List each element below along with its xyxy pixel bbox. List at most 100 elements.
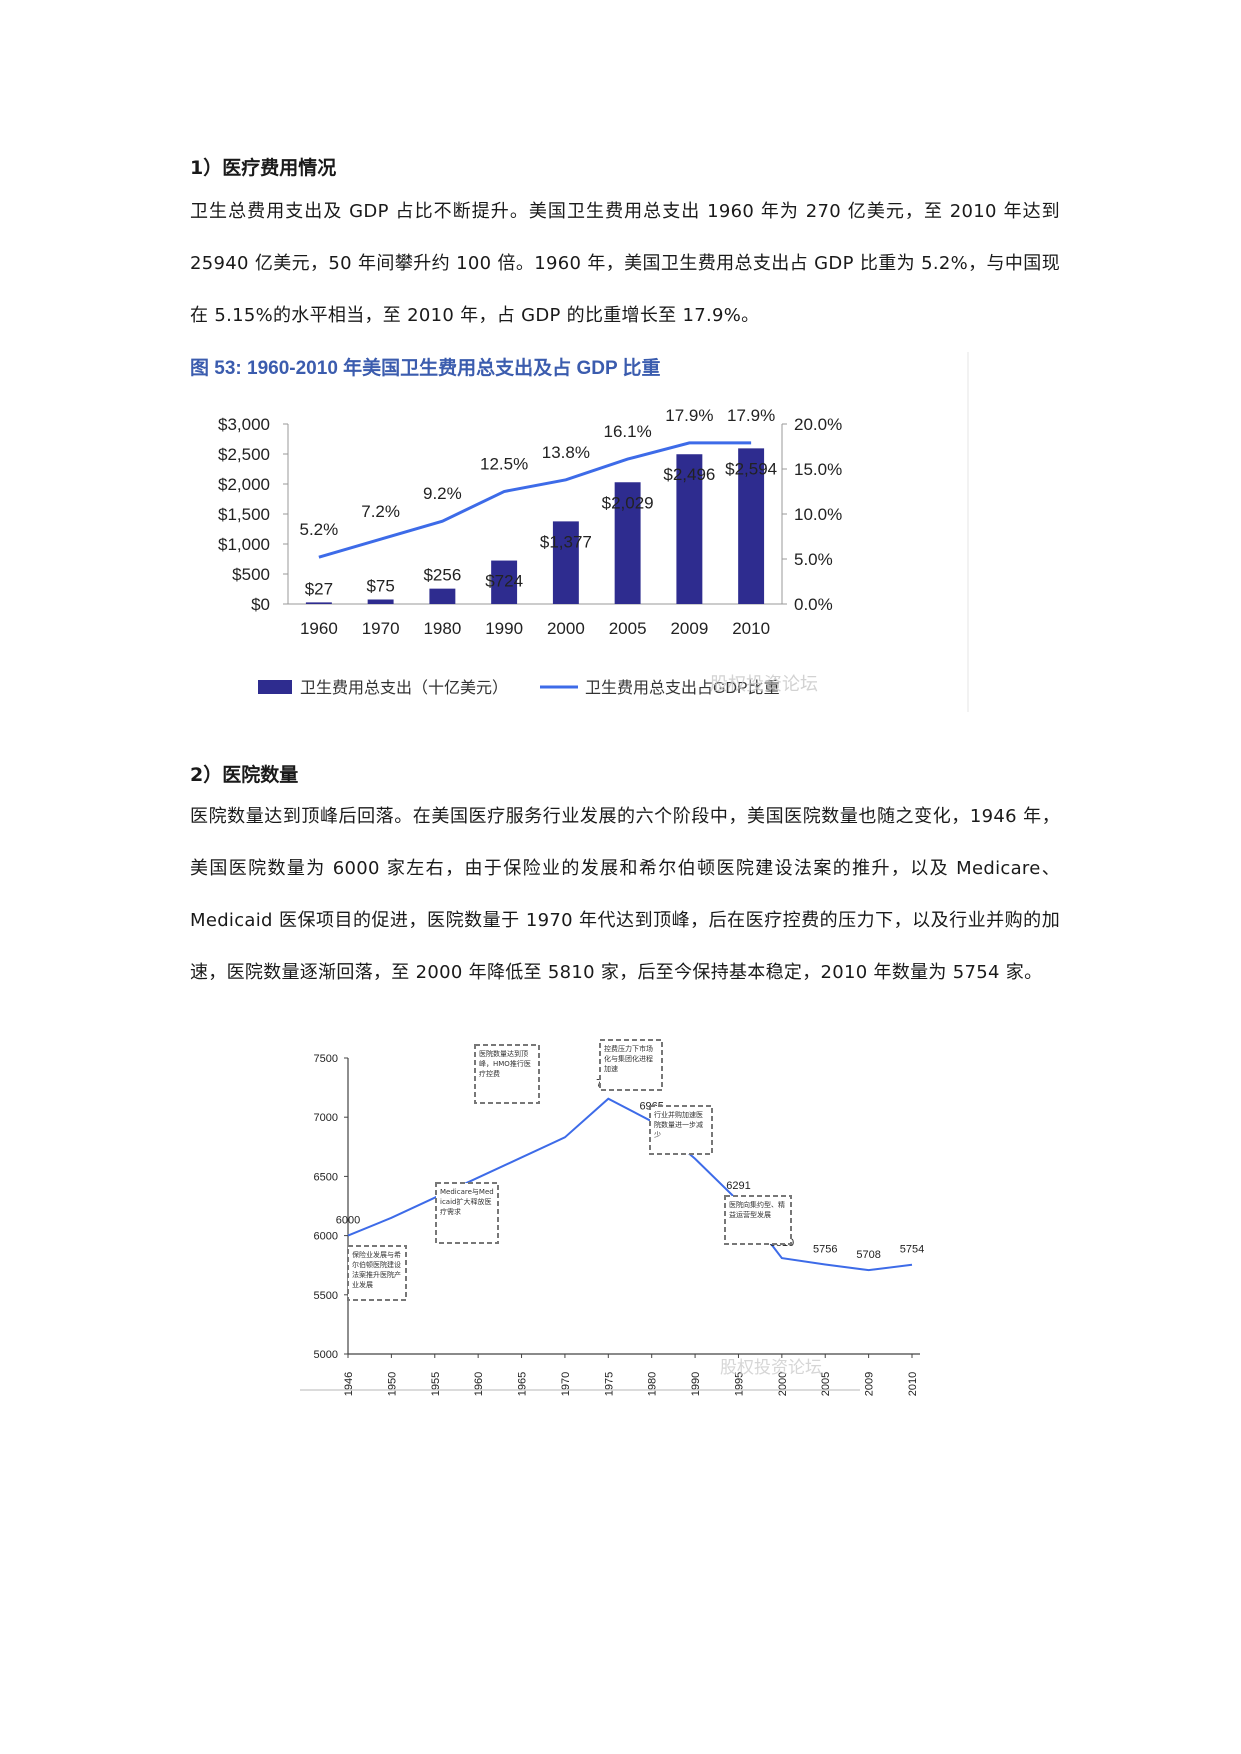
annotation-text: 控费压力下市场化与集团化进程加速 (604, 1045, 653, 1073)
y-left-tick-label: $1,500 (218, 505, 270, 524)
y-left-tick-label: $2,500 (218, 445, 270, 464)
bar (491, 560, 518, 604)
annotation-text: 保险业发展与希尔伯顿医院建设法案推升医院产业发展 (352, 1251, 401, 1289)
bar-value-label: $2,029 (602, 493, 654, 512)
watermark: 股权投资论坛 (710, 674, 818, 694)
line-value-label: 17.9% (665, 406, 713, 425)
y-right-tick-label: 5.0% (794, 550, 833, 569)
bar-value-label: $1,377 (540, 532, 592, 551)
bar (429, 588, 456, 604)
watermark: 股权投资论坛 (720, 1358, 822, 1377)
bar (738, 448, 765, 604)
x-tick-label: 1946 (343, 1372, 355, 1396)
bar (676, 454, 703, 604)
annotation-text-container: Medicare与Medicaid扩大释放医疗需求 (440, 1188, 494, 1216)
bar-value-label: $2,496 (663, 465, 715, 484)
y-left-tick-label: $0 (251, 595, 270, 614)
y-left-tick-label: $2,000 (218, 475, 270, 494)
bar-value-label: $2,594 (725, 459, 777, 478)
x-tick-label: 2009 (670, 619, 708, 638)
x-tick-label: 1975 (603, 1372, 615, 1396)
health-expenditure-chart: 图 53: 1960-2010 年美国卫生费用总支出及占 GDP 比重 $0 $50… (190, 352, 970, 712)
x-tick-label: 2005 (820, 1372, 832, 1396)
bar (305, 602, 332, 604)
bar (614, 482, 641, 604)
x-tick-label: 1950 (386, 1372, 398, 1396)
x-tick-label: 1980 (423, 619, 461, 638)
paragraph-medical-costs: 卫生总费用支出及 GDP 占比不断提升。美国卫生费用总支出 1960 年为 27… (190, 201, 1060, 326)
bar (552, 521, 579, 604)
health-expenditure-chart-svg: 图 53: 1960-2010 年美国卫生费用总支出及占 GDP 比重 $0 $50… (190, 352, 969, 712)
line-value-label: 16.1% (604, 422, 652, 441)
y-right-tick-label: 10.0% (794, 505, 842, 524)
annotation-text: 行业并购加速医院数量进一步减少 (654, 1111, 703, 1139)
point-value-label: 5754 (900, 1244, 924, 1256)
chart-title: 图 53: 1960-2010 年美国卫生费用总支出及占 GDP 比重 (190, 356, 661, 379)
line-value-label: 12.5% (480, 455, 528, 474)
y-tick-label: 5500 (314, 1290, 338, 1302)
annotation-box (347, 1245, 407, 1301)
annotation-text: Medicare与Medicaid扩大释放医疗需求 (440, 1188, 494, 1216)
y-tick-label: 6500 (314, 1171, 338, 1183)
x-tick-label: 1990 (485, 619, 523, 638)
y-tick-label: 6000 (314, 1231, 338, 1243)
legend-bar-swatch (258, 680, 292, 694)
point-value-label: 5756 (813, 1243, 837, 1255)
y-left-tick-label: $3,000 (218, 415, 270, 434)
bar-value-label: $256 (423, 566, 461, 585)
annotation-text-container: 医院向集约型、精益运营型发展 (729, 1201, 785, 1219)
x-tick-label: 1960 (300, 619, 338, 638)
x-tick-label: 1990 (690, 1372, 702, 1396)
hospital-count-chart-svg: 5000 5500 6000 6500 7000 7500 1946 1950 1955 1960… (289, 1028, 924, 1408)
x-tick-label: 1970 (560, 1372, 572, 1396)
y-left-tick-label: $1,000 (218, 535, 270, 554)
bar (367, 599, 394, 604)
x-tick-label: 2009 (864, 1372, 876, 1396)
line-value-label: 7.2% (361, 502, 400, 521)
y-right-tick-label: 15.0% (794, 460, 842, 479)
bar-value-label: $724 (485, 572, 523, 591)
annotation-text-container: 保险业发展与希尔伯顿医院建设法案推升医院产业发展 (352, 1251, 401, 1289)
x-tick-label: 1980 (647, 1372, 659, 1396)
x-tick-label: 1970 (362, 619, 400, 638)
annotation-box (649, 1105, 713, 1155)
legend-line-label: 卫生费用总支出占GDP比重 (585, 679, 780, 697)
section-heading-medical-costs: 1）医疗费用情况 (190, 157, 337, 179)
y-tick-label: 7000 (314, 1112, 338, 1124)
point-value-label: 6000 (336, 1215, 360, 1227)
legend-bar-label: 卫生费用总支出（十亿美元） (300, 679, 508, 697)
bar-value-label: $75 (366, 577, 394, 596)
section-heading-hospital-count: 2）医院数量 (190, 764, 299, 786)
y-right-tick-label: 0.0% (794, 595, 833, 614)
line-value-label: 13.8% (542, 443, 590, 462)
annotation-text-container: 行业并购加速医院数量进一步减少 (654, 1111, 703, 1139)
annotation-text: 医院数量达到顶峰，HMO推行医疗控费 (479, 1050, 531, 1078)
y-left-tick-label: $500 (232, 565, 270, 584)
annotation-box (474, 1044, 540, 1104)
hospital-count-chart: 5000 5500 6000 6500 7000 7500 1946 1950 1955 1960… (289, 1028, 950, 1408)
paragraph-hospital-count: 医院数量达到顶峰后回落。在美国医疗服务行业发展的六个阶段中，美国医院数量也随之变… (190, 806, 1060, 983)
annotation-text: 医院向集约型、精益运营型发展 (729, 1201, 785, 1219)
x-tick-label: 2010 (907, 1372, 919, 1396)
x-tick-label: 1955 (430, 1372, 442, 1396)
x-tick-label: 2005 (609, 619, 647, 638)
line-value-label: 9.2% (423, 484, 462, 503)
x-tick-label: 1965 (517, 1372, 529, 1396)
annotation-text-container: 控费压力下市场化与集团化进程加速 (604, 1045, 653, 1073)
point-value-label: 6291 (726, 1180, 750, 1192)
x-tick-label: 2000 (547, 619, 585, 638)
x-tick-label: 2010 (732, 619, 770, 638)
y-tick-label: 7500 (314, 1053, 338, 1065)
annotation-box (435, 1182, 499, 1244)
line-value-label: 17.9% (727, 406, 775, 425)
point-value-label: 5708 (856, 1249, 880, 1261)
x-tick-label: 1960 (473, 1372, 485, 1396)
bar-value-label: $27 (305, 579, 333, 598)
y-right-tick-label: 20.0% (794, 415, 842, 434)
line-value-label: 5.2% (300, 520, 339, 539)
annotation-box (724, 1195, 792, 1245)
annotation-text-container: 医院数量达到顶峰，HMO推行医疗控费 (479, 1050, 531, 1078)
gdp-share-line (318, 441, 752, 559)
y-tick-label: 5000 (314, 1349, 338, 1361)
annotation-box (599, 1039, 663, 1091)
